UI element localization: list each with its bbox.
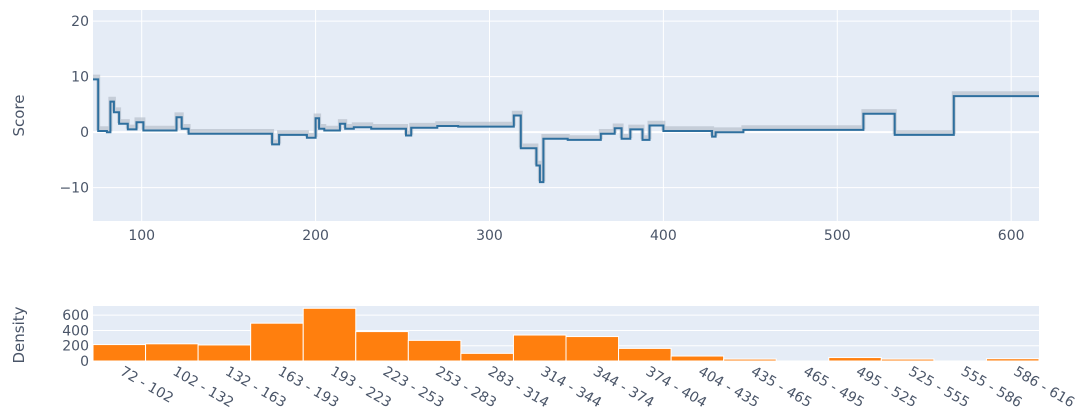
density-bar	[985, 358, 1040, 362]
score-line	[93, 78, 1039, 184]
score-series-line	[93, 78, 1039, 184]
density-bars	[92, 307, 1040, 362]
density-bar	[92, 344, 147, 362]
density-bar	[670, 355, 725, 362]
score-uncertainty-band	[93, 74, 1039, 182]
score-plot-area	[93, 10, 1039, 221]
x-tick-label: 72 - 102	[117, 364, 176, 407]
density-bar	[145, 343, 199, 362]
y-tick-label: 0	[80, 125, 89, 141]
density-bar	[828, 357, 882, 362]
y-tick-label: 400	[62, 323, 89, 339]
density-bar	[512, 334, 567, 362]
density-bar	[880, 358, 935, 362]
x-tick-label: 600	[998, 228, 1025, 244]
density-bar	[407, 339, 462, 362]
uncertainty-band	[93, 74, 1039, 182]
density-bar	[197, 344, 252, 362]
score-gridlines	[93, 10, 1039, 221]
x-tick-label: 200	[302, 228, 329, 244]
density-bar	[250, 322, 304, 362]
density-bar	[460, 352, 514, 362]
x-tick-label: 586 - 616	[1011, 364, 1077, 412]
density-y-axis-title: Density	[10, 306, 28, 363]
density-bar	[565, 336, 620, 362]
score-y-tick-labels: 20 10 0 −10	[59, 14, 89, 197]
x-tick-label: 400	[650, 228, 677, 244]
y-tick-label: 20	[71, 14, 89, 30]
y-tick-label: 10	[71, 70, 89, 86]
y-tick-label: 600	[62, 308, 89, 324]
y-tick-label: 200	[62, 339, 89, 355]
x-tick-label: 100	[128, 228, 155, 244]
x-tick-label: 500	[824, 228, 851, 244]
score-y-axis-title: Score	[10, 94, 28, 136]
score-x-tick-labels: 100 200 300 400 500 600	[128, 228, 1024, 244]
density-bar	[618, 347, 672, 362]
y-tick-label: −10	[59, 181, 89, 197]
x-tick-label: 300	[476, 228, 503, 244]
density-bar	[302, 307, 357, 362]
density-bar	[723, 358, 777, 362]
density-bar	[355, 331, 409, 362]
y-tick-label: 0	[80, 354, 89, 370]
